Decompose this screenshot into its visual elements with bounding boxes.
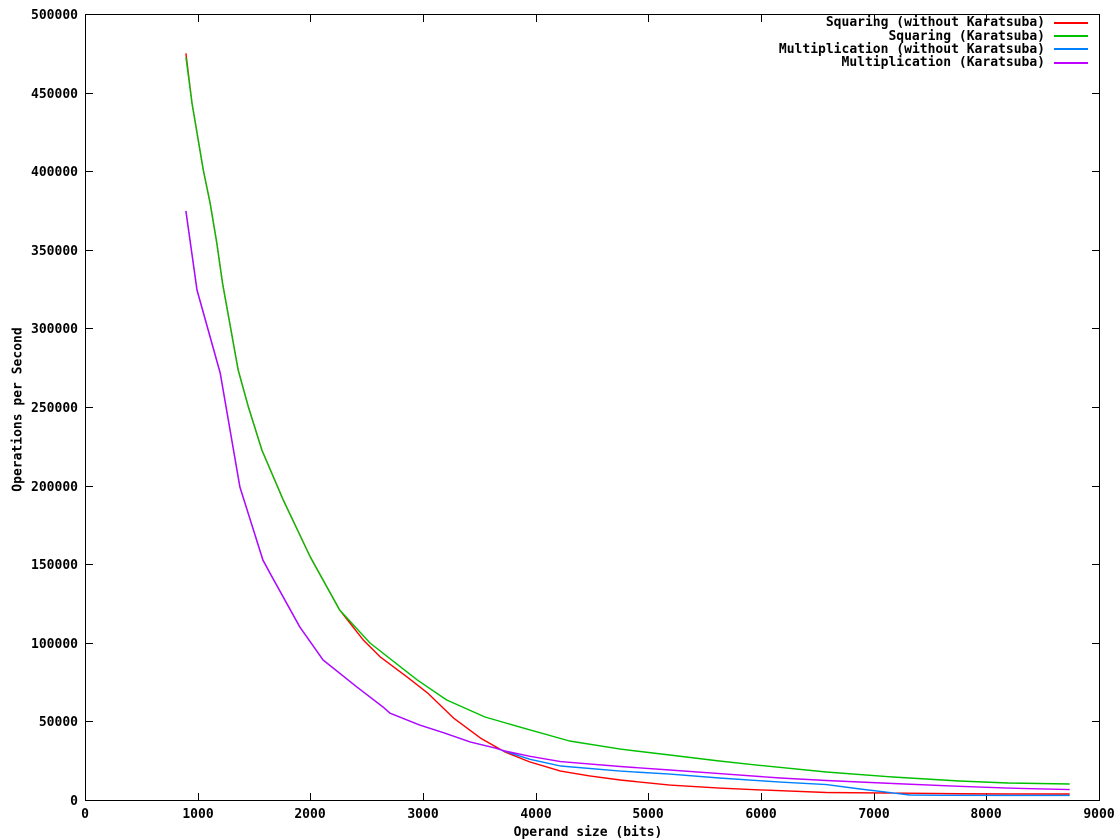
- x-tick-label: 4000: [520, 807, 551, 822]
- plot-border: [85, 14, 1100, 801]
- x-tick-label: 8000: [970, 807, 1001, 822]
- legend-label: Squaring (without Karatsuba): [825, 15, 1045, 31]
- y-tick-label: 350000: [31, 244, 78, 259]
- legend-item: Multiplication (Karatsuba): [779, 55, 1088, 71]
- y-axis-title: Operations per Second: [10, 327, 26, 492]
- series-line-multiplication-karatsuba: [185, 210, 1070, 791]
- y-tick-label: 150000: [31, 558, 78, 573]
- legend: Squaring (without Karatsuba) Squaring (K…: [778, 15, 1088, 71]
- legend-label: Multiplication (without Karatsuba): [778, 41, 1045, 57]
- legend-item: Squaring (without Karatsuba): [779, 15, 1088, 31]
- x-tick-label: 0: [81, 807, 89, 822]
- x-tick-label: 7000: [858, 807, 889, 822]
- series-line-multiplication-without-karatsuba: [185, 210, 1070, 797]
- legend-label: Squaring (Karatsuba): [888, 28, 1045, 44]
- series-line-squaring-without-karatsuba: [185, 53, 1070, 795]
- x-tick-label: 9000: [1083, 807, 1114, 822]
- legend-item: Squaring (Karatsuba): [779, 28, 1088, 44]
- series-line-squaring-karatsuba: [185, 57, 1070, 785]
- y-tick-label: 400000: [31, 165, 78, 180]
- y-tick-label: 50000: [39, 715, 78, 730]
- x-axis-title: Operand size (bits): [513, 825, 663, 840]
- legend-item: Multiplication (without Karatsuba): [778, 41, 1088, 57]
- x-tick-label: 5000: [632, 807, 663, 822]
- x-tick-label: 2000: [294, 807, 325, 822]
- x-tick-label: 1000: [182, 807, 213, 822]
- legend-line-swatch: [1054, 48, 1088, 51]
- legend-line-swatch: [1054, 21, 1088, 24]
- legend-line-swatch: [1054, 35, 1088, 38]
- y-tick-label: 300000: [31, 322, 78, 337]
- y-tick-label: 0: [70, 794, 78, 809]
- x-tick-label: 6000: [745, 807, 776, 822]
- y-tick-label: 500000: [31, 8, 78, 23]
- y-tick-label: 100000: [31, 637, 78, 652]
- y-tick-label: 250000: [31, 401, 78, 416]
- y-tick-label: 200000: [31, 480, 78, 495]
- y-tick-label: 450000: [31, 87, 78, 102]
- legend-label: Multiplication (Karatsuba): [841, 55, 1046, 71]
- legend-line-swatch: [1054, 61, 1088, 64]
- x-tick-label: 3000: [407, 807, 438, 822]
